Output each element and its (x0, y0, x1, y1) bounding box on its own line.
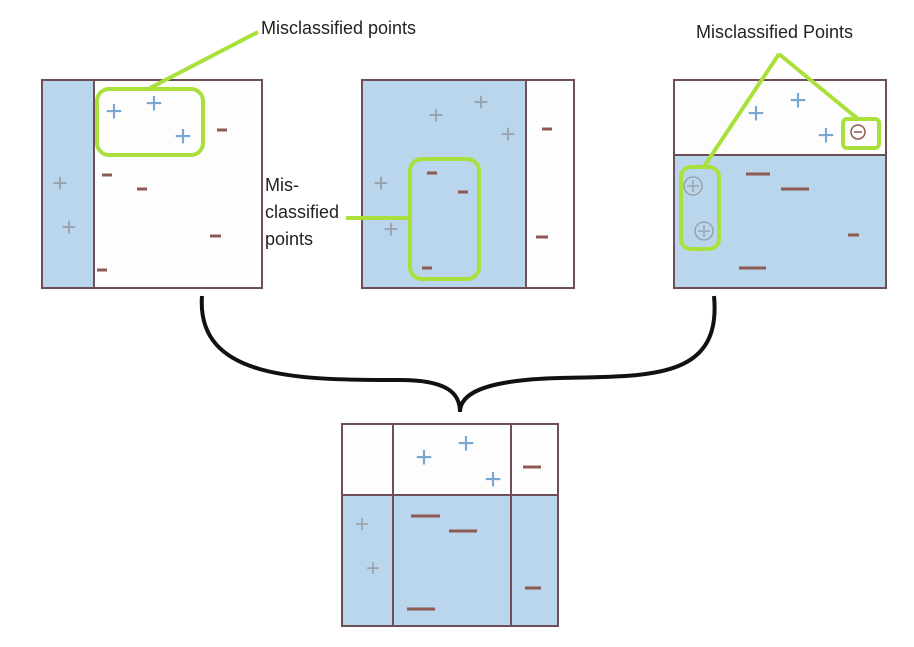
plus-point: + (355, 511, 369, 538)
ensemble-frame (341, 423, 559, 627)
plus-point: + (473, 87, 488, 117)
misclassified-highlight (841, 117, 881, 150)
plus-point: + (500, 119, 515, 149)
panel-3-frame (673, 79, 887, 289)
plus-point: + (484, 463, 502, 496)
callout-top: Misclassified points (149, 18, 416, 90)
plus-point: + (428, 100, 443, 130)
callout-right: Misclassified Points (696, 22, 860, 170)
plus-point: + (373, 168, 388, 198)
plus-point: + (61, 212, 76, 242)
plus-point: + (52, 168, 67, 198)
ensemble-lower-region (342, 495, 558, 626)
callout-label-side-1: Mis- (265, 175, 299, 195)
callout-label-side-3: points (265, 229, 313, 249)
plus-point: + (415, 441, 433, 474)
plus-point: + (817, 119, 835, 152)
plus-point: + (457, 427, 475, 460)
callout-label-right: Misclassified Points (696, 22, 853, 42)
merge-connector (199, 295, 717, 413)
panel-3-negative-region (674, 155, 886, 288)
panel-ensemble: + + + + + (341, 423, 559, 627)
plus-point: + (747, 97, 765, 130)
panel-2-negative-region (526, 80, 574, 288)
plus-point: + (789, 84, 807, 117)
circled-plus-point (683, 176, 703, 196)
callout-line (777, 52, 860, 121)
plus-point: + (105, 95, 123, 128)
panel-stump-1: + + + + + (41, 79, 263, 289)
plus-point: + (366, 555, 380, 582)
panel-stump-2: + + + + + (361, 79, 575, 289)
panel-stump-3: + + + (673, 79, 887, 289)
misclassified-highlight (95, 87, 205, 157)
plus-point: + (383, 214, 398, 244)
panel-2-frame (361, 79, 575, 289)
callout-label-top: Misclassified points (261, 18, 416, 38)
panel-1-positive-region (42, 80, 94, 288)
circled-minus-point (850, 124, 866, 140)
callout-line (149, 30, 259, 90)
plus-point: + (145, 87, 163, 120)
circled-plus-point (694, 221, 714, 241)
callout-label-side-2: classified (265, 202, 339, 222)
panel-1-frame (41, 79, 263, 289)
callout-side: Mis- classified points (265, 175, 411, 249)
misclassified-highlight (679, 165, 721, 251)
plus-point: + (174, 120, 192, 153)
callout-line (701, 52, 781, 170)
